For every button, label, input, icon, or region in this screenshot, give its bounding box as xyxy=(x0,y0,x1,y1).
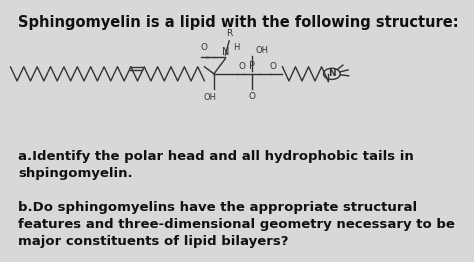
Text: O: O xyxy=(239,62,246,71)
Text: N: N xyxy=(328,69,336,78)
Text: O: O xyxy=(248,92,255,101)
Text: N: N xyxy=(222,47,229,57)
Text: R: R xyxy=(226,29,232,38)
Text: O: O xyxy=(201,43,208,52)
Text: a.Identify the polar head and all hydrophobic tails in
shpingomyelin.: a.Identify the polar head and all hydrop… xyxy=(18,150,414,180)
Text: H: H xyxy=(234,43,240,52)
Text: O: O xyxy=(269,62,276,71)
Text: Sphingomyelin is a lipid with the following structure:: Sphingomyelin is a lipid with the follow… xyxy=(18,15,459,30)
Text: b.Do sphingomyelins have the appropriate structural
features and three-dimension: b.Do sphingomyelins have the appropriate… xyxy=(18,201,455,248)
Text: P: P xyxy=(249,61,255,71)
Text: OH: OH xyxy=(204,93,217,102)
Text: OH: OH xyxy=(256,46,269,55)
